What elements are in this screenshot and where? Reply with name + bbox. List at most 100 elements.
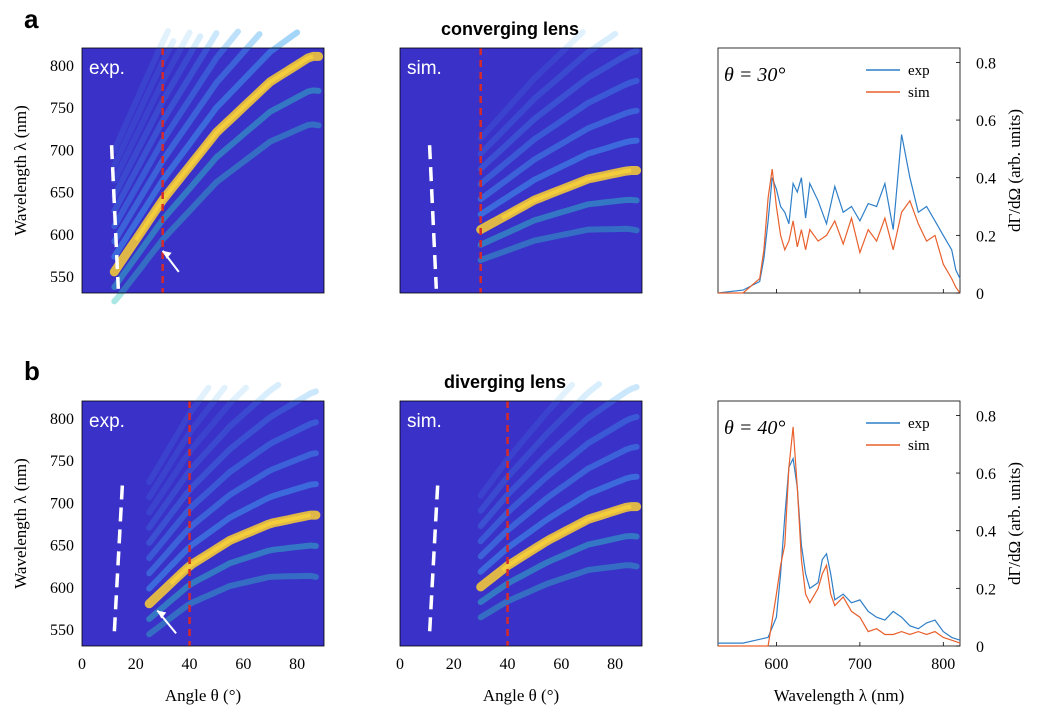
band-line [477, 381, 602, 514]
axis-frame [399, 400, 643, 647]
band-line [477, 196, 640, 248]
y-tick-label: 600 [50, 580, 74, 597]
y-tick-label: 800 [50, 411, 74, 428]
y-axis-label: Wavelength λ (nm) [11, 105, 30, 236]
band-line [111, 31, 263, 245]
band-line [111, 29, 193, 184]
heatmap-label: sim. [407, 411, 442, 432]
axis-frame [717, 400, 961, 647]
x-tick-label: 800 [931, 656, 955, 673]
y-tick-label: 0.4 [976, 171, 996, 188]
panel-letter-b: b [24, 356, 40, 386]
legend-label-sim: sim [908, 85, 930, 101]
y-axis-label: dΓ/dΩ (arb. units) [1005, 109, 1024, 232]
band-line [477, 381, 576, 499]
y-axis-label: Wavelength λ (nm) [11, 458, 30, 589]
axis-frame [717, 47, 961, 294]
band-line [146, 419, 319, 562]
x-tick-label: 600 [764, 656, 788, 673]
y-tick-label: 0.4 [976, 524, 996, 541]
x-axis-label: Angle θ (°) [483, 686, 559, 705]
band-line [477, 443, 640, 560]
x-tick-label: 80 [607, 656, 623, 673]
angle-annotation: θ = 30° [724, 64, 785, 86]
y-tick-label: 550 [50, 622, 74, 639]
heatmap-a-sim: sim. [399, 29, 643, 294]
x-tick-label: 20 [446, 656, 462, 673]
band-line [146, 388, 319, 546]
x-tick-label: 60 [553, 656, 569, 673]
band-line [111, 28, 241, 230]
y-tick-label: 0.2 [976, 228, 996, 245]
spectrum-plot-b: θ = 40° exp sim [717, 400, 961, 647]
heatmap-b-exp: exp. [81, 381, 325, 647]
angle-annotation: θ = 40° [724, 417, 785, 439]
y-tick-label: 550 [50, 269, 74, 286]
band-line [146, 450, 319, 577]
x-tick-label: 20 [128, 656, 144, 673]
heatmap-label: sim. [407, 58, 442, 79]
y-tick-label: 800 [50, 58, 74, 75]
band-line [146, 381, 282, 531]
x-axis-label: Angle θ (°) [165, 686, 241, 705]
band-line [111, 87, 322, 291]
legend-label-sim: sim [908, 438, 930, 454]
band-line [477, 77, 640, 187]
band-line [146, 542, 319, 622]
spectrum-plot-a: θ = 30° exp sim [717, 47, 961, 294]
band-line [146, 572, 319, 638]
bright-band [169, 513, 311, 585]
panel-letter-a: a [24, 4, 39, 34]
heatmap-a-exp: exp. [81, 28, 325, 305]
legend-label-exp: exp [908, 416, 930, 432]
y-tick-label: 0.6 [976, 113, 996, 130]
band-line [111, 38, 177, 169]
heatmap-background [400, 401, 642, 646]
y-axis-label: dΓ/dΩ (arb. units) [1005, 462, 1024, 585]
band-line [477, 30, 619, 157]
y-tick-label: 650 [50, 538, 74, 555]
y-tick-label: 0.8 [976, 55, 996, 72]
panel-title-a: converging lens [441, 19, 579, 39]
panel-title-b: diverging lens [444, 372, 566, 392]
y-tick-label: 0.2 [976, 581, 996, 598]
bright-band [501, 168, 632, 220]
band-line [146, 384, 228, 501]
x-axis-label: Wavelength λ (nm) [774, 686, 905, 705]
legend: exp sim [866, 416, 930, 454]
series-line-sim [718, 426, 961, 647]
y-tick-label: 700 [50, 142, 74, 159]
y-tick-label: 750 [50, 453, 74, 470]
heatmap-label: exp. [89, 58, 125, 79]
bright-band [500, 504, 632, 572]
y-tick-label: 0 [976, 286, 984, 303]
band-line [477, 137, 640, 218]
band-line [111, 33, 204, 199]
y-tick-label: 0 [976, 639, 984, 656]
heatmap-label: exp. [89, 411, 125, 432]
x-tick-label: 0 [78, 656, 86, 673]
fit-line [109, 145, 121, 289]
legend-label-exp: exp [908, 63, 930, 79]
heatmap-b-sim: sim. [399, 381, 643, 647]
band-line [111, 29, 301, 260]
x-tick-label: 700 [848, 656, 872, 673]
axis-frame [81, 400, 325, 647]
fit-line [112, 485, 125, 634]
bright-band [134, 54, 314, 242]
legend: exp sim [866, 63, 930, 101]
axis-frame [81, 47, 325, 294]
x-tick-label: 40 [182, 656, 198, 673]
x-tick-label: 80 [289, 656, 305, 673]
series-line-exp [718, 456, 961, 644]
y-tick-label: 600 [50, 227, 74, 244]
series-line-sim [718, 169, 961, 294]
y-tick-label: 0.6 [976, 466, 996, 483]
arrow-head [157, 610, 167, 619]
y-tick-label: 750 [50, 100, 74, 117]
arrow-head [162, 250, 172, 259]
band-line [477, 225, 640, 264]
band-line [111, 30, 220, 215]
band-line [146, 384, 249, 516]
